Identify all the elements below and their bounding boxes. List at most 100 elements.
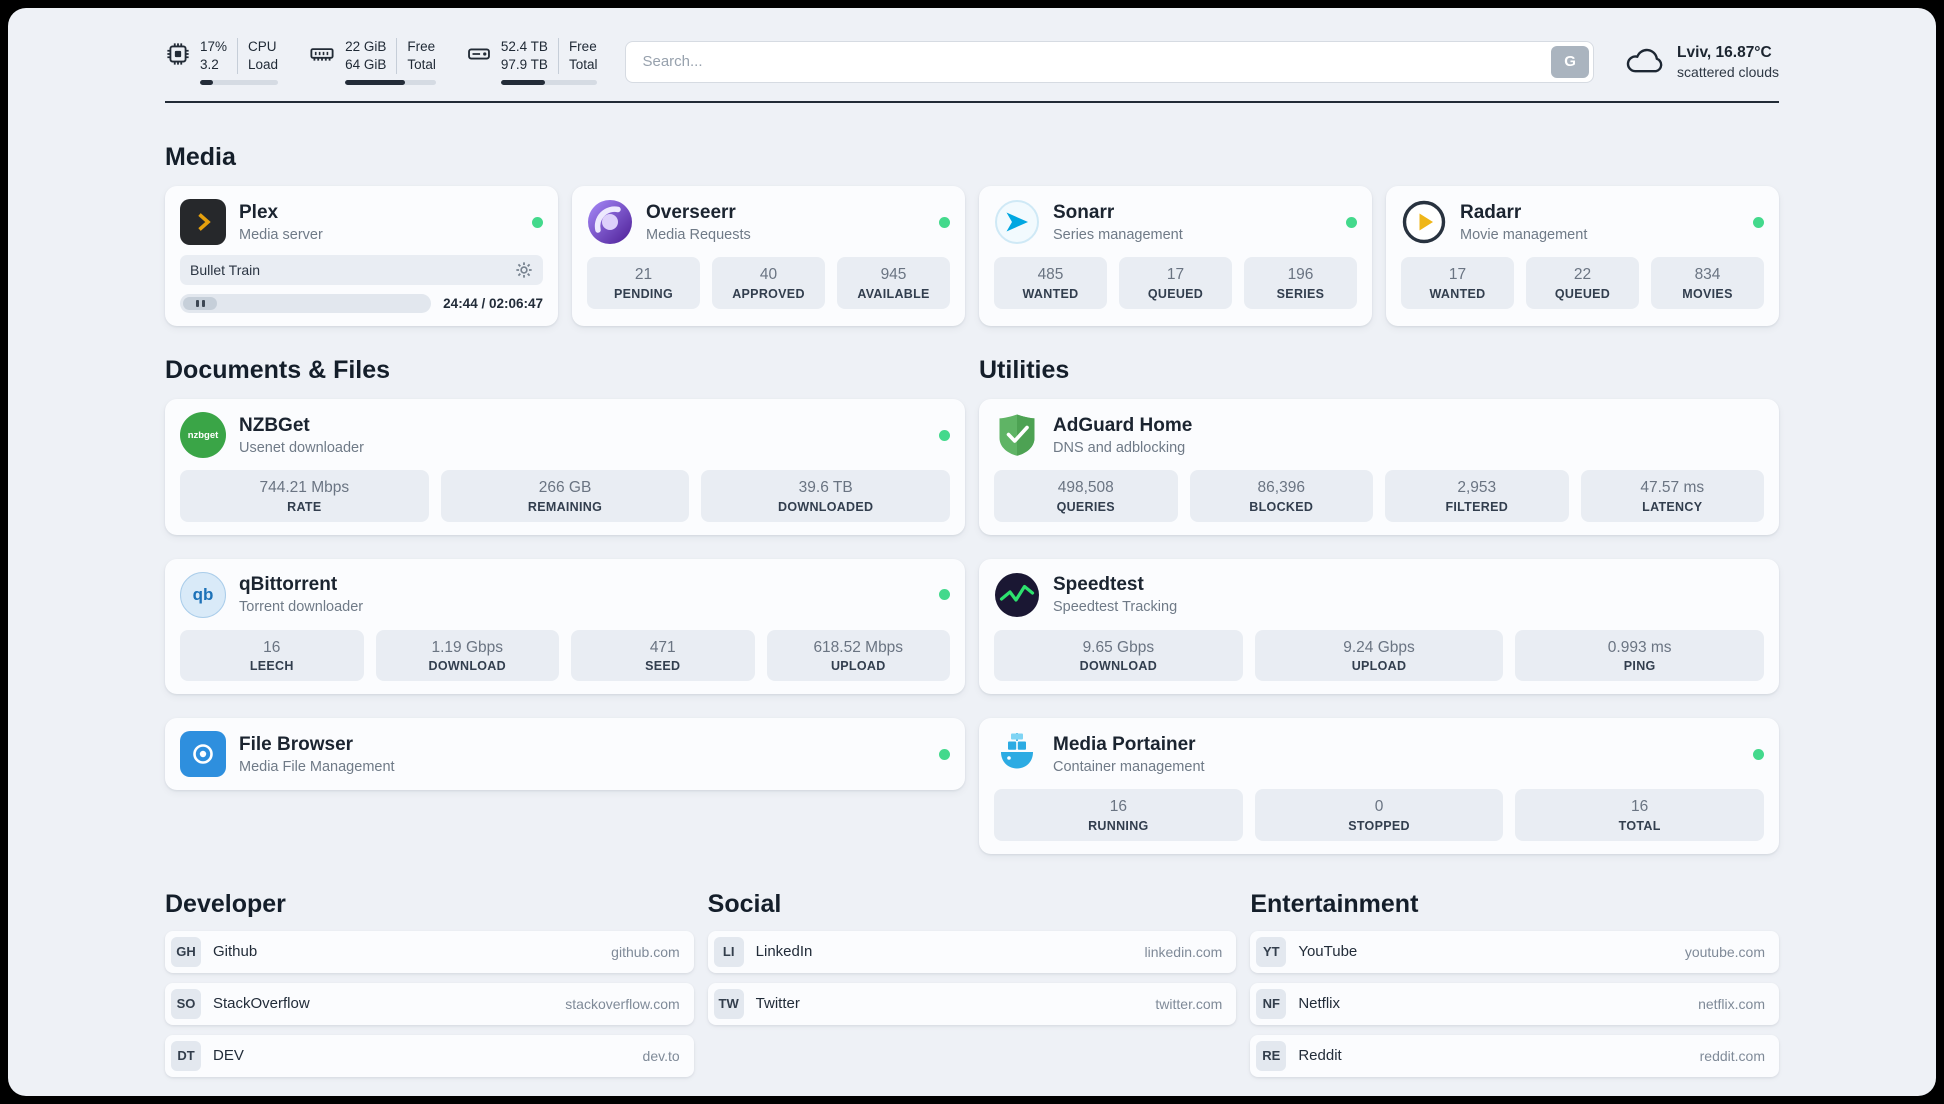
stat-box: 618.52 Mbps UPLOAD	[766, 629, 950, 682]
cpu-load: 3.2	[200, 57, 219, 73]
stat-box: 17 QUEUED	[1119, 257, 1232, 309]
cpu-icon	[165, 41, 191, 67]
stat-value: 485	[1037, 266, 1064, 284]
speedtest-app-link[interactable]: Speedtest Speedtest Tracking	[994, 572, 1764, 618]
nzbget-icon: nzbget	[180, 412, 226, 459]
ram-free: 22 GiB	[345, 39, 387, 54]
status-dot	[939, 748, 950, 760]
app-subtitle: Speedtest Tracking	[1053, 599, 1178, 616]
pause-icon	[195, 300, 199, 308]
stat-box: 17 WANTED	[1401, 257, 1514, 309]
disk-values: 52.4 TB 97.9 TB	[501, 38, 548, 74]
bookmark-badge: LI	[713, 936, 744, 967]
stat-box: 196 SERIES	[1244, 257, 1357, 309]
developer-column: Developer GH Github github.com SO StackO…	[165, 854, 694, 1077]
adguard-app-link[interactable]: AdGuard Home DNS and adblocking	[994, 412, 1764, 458]
search-engine-button[interactable]: G	[1551, 45, 1590, 78]
now-playing-box: Bullet Train	[180, 255, 543, 286]
stat-value: 1.19 Gbps	[431, 638, 504, 656]
app-subtitle: Media server	[239, 226, 323, 243]
stat-label: UPLOAD	[830, 659, 886, 674]
stat-label: RATE	[287, 499, 322, 514]
bookmark-domain: linkedin.com	[1144, 943, 1223, 960]
disk-progress-fill	[500, 80, 546, 86]
bookmark-reddit[interactable]: RE Reddit reddit.com	[1250, 1034, 1779, 1077]
stats-row: 16 RUNNING 0 STOPPED 16 TOTAL	[994, 789, 1765, 841]
app-card-radarr: Radarr Movie management 17 WANTED 22 QUE…	[1386, 186, 1779, 327]
app-card-plex: Plex Media server Bullet Train	[165, 186, 558, 327]
ram-progress-fill	[345, 80, 405, 86]
bookmark-twitter[interactable]: TW Twitter twitter.com	[707, 982, 1237, 1025]
radarr-app-link[interactable]: Radarr Movie management	[1401, 199, 1764, 245]
bookmark-github[interactable]: GH Github github.com	[165, 930, 694, 973]
stat-label: UPLOAD	[1351, 659, 1407, 674]
stat-value: 498,508	[1057, 479, 1114, 497]
bookmark-badge: NF	[1256, 988, 1287, 1019]
stat-box: 39.6 TB DOWNLOADED	[701, 470, 951, 522]
filebrowser-app-link[interactable]: File Browser Media File Management	[180, 731, 950, 778]
gear-icon[interactable]	[515, 261, 533, 279]
topbar-divider	[165, 101, 1779, 104]
app-subtitle: DNS and adblocking	[1053, 439, 1186, 456]
bookmark-name: YouTube	[1298, 943, 1358, 961]
stats-row: 498,508 QUERIES 86,396 BLOCKED 2,953 FIL…	[994, 470, 1764, 522]
playback-time: 24:44 / 02:06:47	[443, 296, 543, 312]
app-name: NZBGet	[239, 415, 310, 437]
bookmark-domain: github.com	[611, 943, 680, 960]
system-monitors: 17% 3.2 CPU Load	[165, 38, 598, 86]
stat-box: 834 MOVIES	[1651, 257, 1764, 309]
cloud-icon	[1622, 46, 1666, 78]
bookmark-dev[interactable]: DT DEV dev.to	[165, 1034, 694, 1077]
plex-app-link[interactable]: Plex Media server	[180, 199, 543, 246]
stat-label: SERIES	[1276, 286, 1325, 301]
stats-row: 9.65 Gbps DOWNLOAD 9.24 Gbps UPLOAD 0.99…	[994, 629, 1765, 682]
section-title-entertainment: Entertainment	[1250, 889, 1419, 918]
stat-box: 0.993 ms PING	[1515, 629, 1765, 682]
bookmark-linkedin[interactable]: LI LinkedIn linkedin.com	[707, 930, 1237, 973]
stat-label: DOWNLOAD	[1079, 659, 1158, 674]
stat-box: 16 TOTAL	[1515, 789, 1765, 841]
overseerr-app-link[interactable]: Overseerr Media Requests	[587, 199, 950, 245]
bookmark-badge: RE	[1256, 1040, 1287, 1071]
stat-box: 9.24 Gbps UPLOAD	[1254, 629, 1504, 682]
bookmark-youtube[interactable]: YT YouTube youtube.com	[1250, 930, 1779, 973]
stat-box: 2,953 FILTERED	[1385, 470, 1569, 522]
app-name: Speedtest	[1053, 574, 1144, 596]
pause-button[interactable]	[183, 297, 217, 311]
status-dot	[1346, 216, 1357, 228]
app-subtitle: Media Requests	[646, 226, 751, 243]
sonarr-app-link[interactable]: Sonarr Series management	[994, 199, 1357, 245]
bookmark-domain: stackoverflow.com	[565, 995, 680, 1012]
stat-value: 834	[1694, 266, 1721, 284]
ram-label-1: Free	[407, 39, 436, 54]
stat-value: 16	[263, 638, 281, 656]
ram-labels: Free Total	[396, 38, 436, 75]
search-input[interactable]	[625, 40, 1595, 83]
playback-progress-track[interactable]	[180, 294, 432, 314]
portainer-app-link[interactable]: Media Portainer Container management	[994, 731, 1764, 777]
weather-condition: scattered clouds	[1677, 63, 1779, 80]
bookmark-badge: GH	[171, 936, 201, 967]
ram-total: 64 GiB	[345, 57, 387, 73]
portainer-icon	[994, 731, 1040, 777]
stat-value: 16	[1631, 798, 1649, 816]
nzbget-app-link[interactable]: nzbget NZBGet Usenet downloader	[180, 412, 950, 459]
status-dot	[939, 589, 950, 601]
bookmark-domain: twitter.com	[1155, 995, 1223, 1012]
ram-icon	[308, 41, 336, 67]
qbittorrent-app-link[interactable]: qb qBittorrent Torrent downloader	[180, 571, 950, 618]
status-dot	[939, 216, 950, 228]
cpu-progress-fill	[200, 80, 214, 86]
stats-row: 21 PENDING 40 APPROVED 945 AVAILABLE	[587, 257, 950, 309]
status-dot	[1753, 216, 1764, 228]
stats-row: 17 WANTED 22 QUEUED 834 MOVIES	[1401, 257, 1764, 309]
bookmark-badge: YT	[1256, 936, 1287, 967]
bookmark-stackoverflow[interactable]: SO StackOverflow stackoverflow.com	[165, 982, 694, 1025]
app-card-filebrowser: File Browser Media File Management	[165, 718, 965, 791]
app-card-qbittorrent: qb qBittorrent Torrent downloader 16 LEE…	[165, 558, 965, 695]
stat-box: 485 WANTED	[994, 257, 1107, 309]
stat-box: 471 SEED	[571, 629, 755, 682]
disk-progress-bar	[500, 80, 598, 86]
stat-value: 0	[1374, 798, 1384, 816]
bookmark-netflix[interactable]: NF Netflix netflix.com	[1250, 982, 1779, 1025]
